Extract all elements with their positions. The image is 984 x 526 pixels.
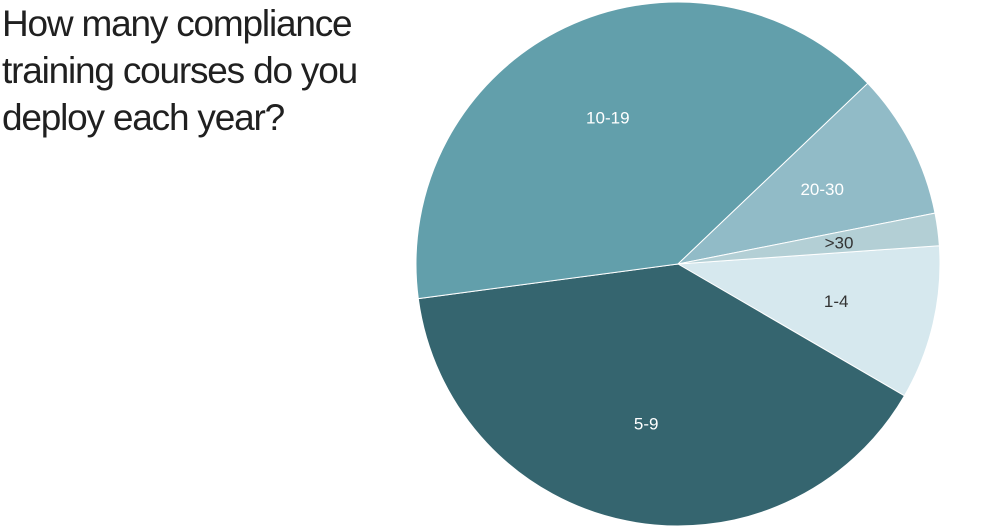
- slice-label-1-4: 1-4: [824, 292, 849, 311]
- slice-label-20-30: 20-30: [800, 180, 843, 199]
- slice-label-5-9: 5-9: [634, 414, 659, 433]
- pie-slice-10-19: [415, 1, 869, 300]
- pie-slice-1-4: [676, 245, 941, 397]
- slice-label-over-30: >30: [825, 234, 854, 253]
- pie-slice-5-9: [417, 263, 906, 526]
- slice-label-10-19: 10-19: [586, 109, 629, 128]
- pie-slice-over-30: [677, 212, 940, 265]
- pie-slice-20-30: [676, 82, 936, 265]
- chart-title: How many compliance training courses do …: [2, 3, 358, 138]
